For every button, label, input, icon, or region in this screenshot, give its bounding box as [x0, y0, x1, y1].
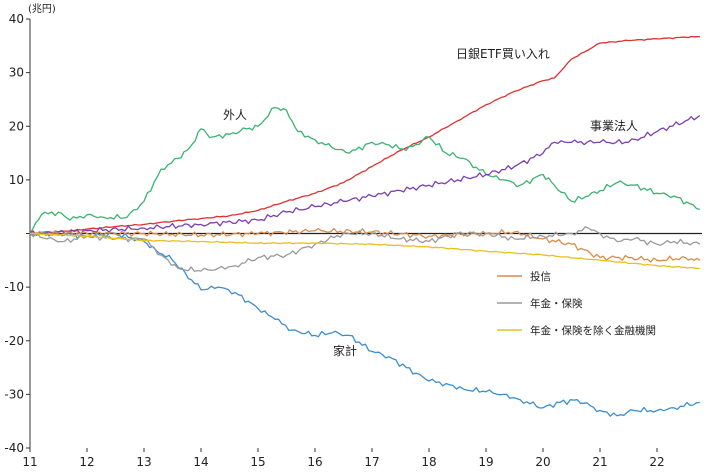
- y-tick-label: -20: [4, 334, 24, 348]
- x-tick-label: 19: [478, 455, 493, 469]
- x-tick-label: 21: [592, 455, 607, 469]
- y-tick-label: -10: [4, 280, 24, 294]
- annotation-etf: 日銀ETF買い入れ: [456, 47, 550, 61]
- y-tick-label: 20: [9, 119, 24, 133]
- series-line-foreign: [29, 106, 700, 234]
- x-tick-label: 17: [364, 455, 379, 469]
- series-line-pension: [29, 226, 701, 272]
- y-tick-label: 30: [9, 66, 24, 80]
- x-axis-ticks: 11 12 13 14 15 16 17 18 19 20 21 22: [22, 448, 665, 469]
- series-line-pension_ex: [29, 232, 700, 270]
- x-tick-label: 20: [535, 455, 550, 469]
- legend-label-pension_ex: 年金・保険を除く金融機関: [530, 324, 656, 337]
- x-tick-label: 13: [136, 455, 151, 469]
- x-tick-label: 12: [79, 455, 94, 469]
- legend-label-pension: 年金・保険: [530, 297, 583, 310]
- x-tick-label: 18: [421, 455, 436, 469]
- series-lines: [29, 35, 701, 417]
- y-unit-label: (兆円): [28, 3, 56, 15]
- y-tick-label: -40: [4, 441, 24, 455]
- series-line-etf: [29, 35, 700, 235]
- x-tick-label: 15: [250, 455, 265, 469]
- x-tick-label: 11: [22, 455, 37, 469]
- y-tick-label: -30: [4, 387, 24, 401]
- series-line-corp: [29, 114, 701, 236]
- annotation-foreign: 外人: [223, 108, 247, 122]
- legend-label-trust: 投信: [530, 270, 551, 283]
- y-tick-label: 40: [9, 12, 24, 26]
- y-tick-label: 10: [9, 173, 24, 187]
- x-tick-label: 14: [193, 455, 208, 469]
- annotation-household: 家計: [333, 343, 357, 358]
- x-tick-label: 22: [649, 455, 664, 469]
- annotation-corp: 事業法人: [590, 119, 638, 133]
- y-axis-ticks: 40 30 20 10 -10 -20 -30 -40: [4, 12, 30, 455]
- x-tick-label: 16: [307, 455, 322, 469]
